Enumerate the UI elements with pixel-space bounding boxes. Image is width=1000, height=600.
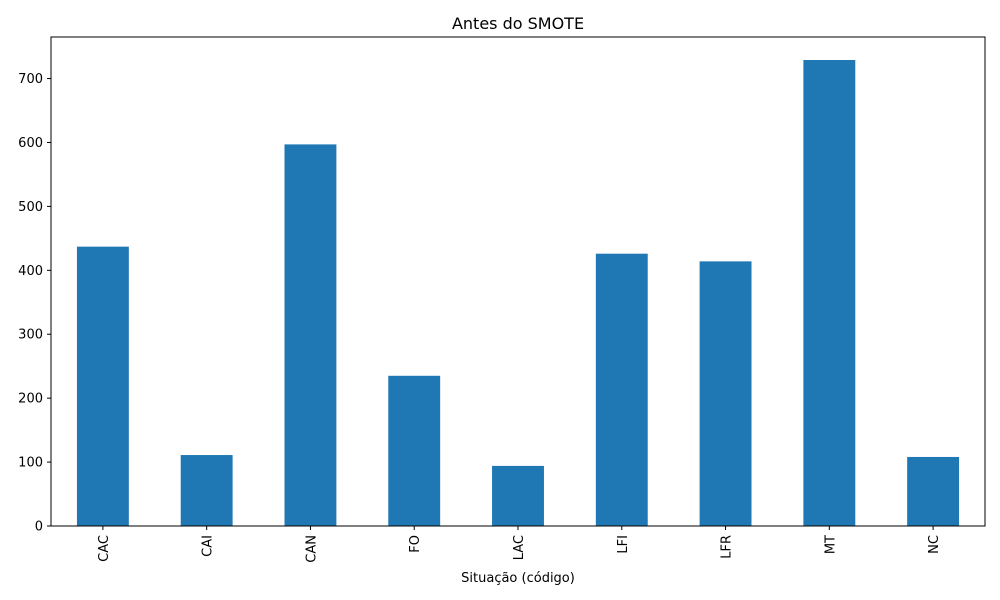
x-tick-label: LAC: [512, 535, 527, 560]
y-tick-label: 400: [18, 264, 43, 279]
y-tick-label: 300: [18, 328, 43, 343]
y-axis: 0 100 200 300 400 500 600 700: [18, 72, 51, 535]
x-tick-label: LFI: [616, 535, 631, 554]
plot-frame: [50, 36, 986, 527]
bar-nc: [907, 456, 960, 526]
chart-title: Antes do SMOTE: [452, 14, 584, 33]
bar-cac: [76, 246, 129, 526]
bar-mt: [803, 60, 856, 526]
x-tick-label: CAI: [201, 535, 216, 557]
x-tick-label: CAC: [97, 535, 112, 562]
bar-lfi: [595, 253, 648, 526]
bar-lfr: [699, 261, 752, 526]
bar-fo: [388, 375, 441, 526]
y-tick-label: 700: [18, 72, 43, 87]
y-tick-label: 0: [35, 520, 43, 535]
x-tick-label: CAN: [304, 535, 319, 563]
bar-cai: [180, 455, 233, 526]
x-tick-label: LFR: [720, 535, 735, 559]
x-tick-label: NC: [927, 535, 942, 554]
y-tick-label: 500: [18, 200, 43, 215]
bar-can: [284, 144, 337, 526]
bar-lac: [492, 465, 544, 526]
y-tick-label: 100: [18, 456, 43, 471]
x-tick-label: MT: [823, 535, 838, 554]
y-tick-label: 200: [18, 392, 43, 407]
x-axis-label: Situação (código): [461, 571, 575, 586]
bars-group: [76, 60, 960, 526]
x-axis: CAC CAI CAN FO LAC LFI LFR MT NC: [97, 526, 942, 563]
x-tick-label: FO: [408, 535, 423, 553]
y-tick-label: 600: [18, 136, 43, 151]
